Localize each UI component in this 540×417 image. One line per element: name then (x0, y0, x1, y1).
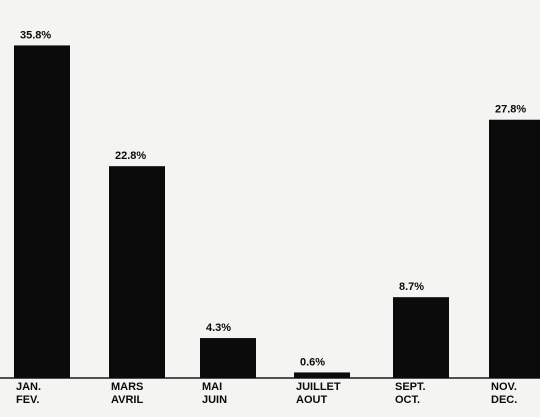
category-label-2-line-1: JUIN (202, 394, 227, 406)
bar-2 (200, 338, 256, 378)
category-label-2-line-0: MAI (202, 381, 222, 393)
bar-4 (393, 297, 449, 378)
bars-group (14, 45, 540, 378)
bar-1 (109, 166, 165, 378)
category-label-0-line-1: FEV. (16, 394, 39, 406)
bar-3 (294, 372, 350, 378)
value-label-3: 0.6% (300, 356, 325, 368)
value-label-5: 27.8% (495, 104, 526, 116)
value-label-2: 4.3% (206, 322, 231, 334)
value-label-0: 35.8% (20, 29, 51, 41)
category-label-5-line-1: DEC. (491, 394, 517, 406)
bar-0 (14, 45, 70, 378)
value-label-4: 8.7% (399, 281, 424, 293)
category-label-5-line-0: NOV. (491, 381, 517, 393)
value-label-1: 22.8% (115, 150, 146, 162)
value-labels-group: 35.8% 22.8% 4.3% 0.6% 8.7% 27.8% (20, 29, 526, 368)
category-label-1-line-0: MARS (111, 381, 143, 393)
category-label-3-line-0: JUILLET (296, 381, 341, 393)
category-label-4-line-0: SEPT. (395, 381, 426, 393)
category-label-4-line-1: OCT. (395, 394, 420, 406)
category-label-3-line-1: AOUT (296, 394, 327, 406)
category-label-0-line-0: JAN. (16, 381, 41, 393)
bar-5 (489, 119, 540, 378)
category-label-1-line-1: AVRIL (111, 394, 143, 406)
